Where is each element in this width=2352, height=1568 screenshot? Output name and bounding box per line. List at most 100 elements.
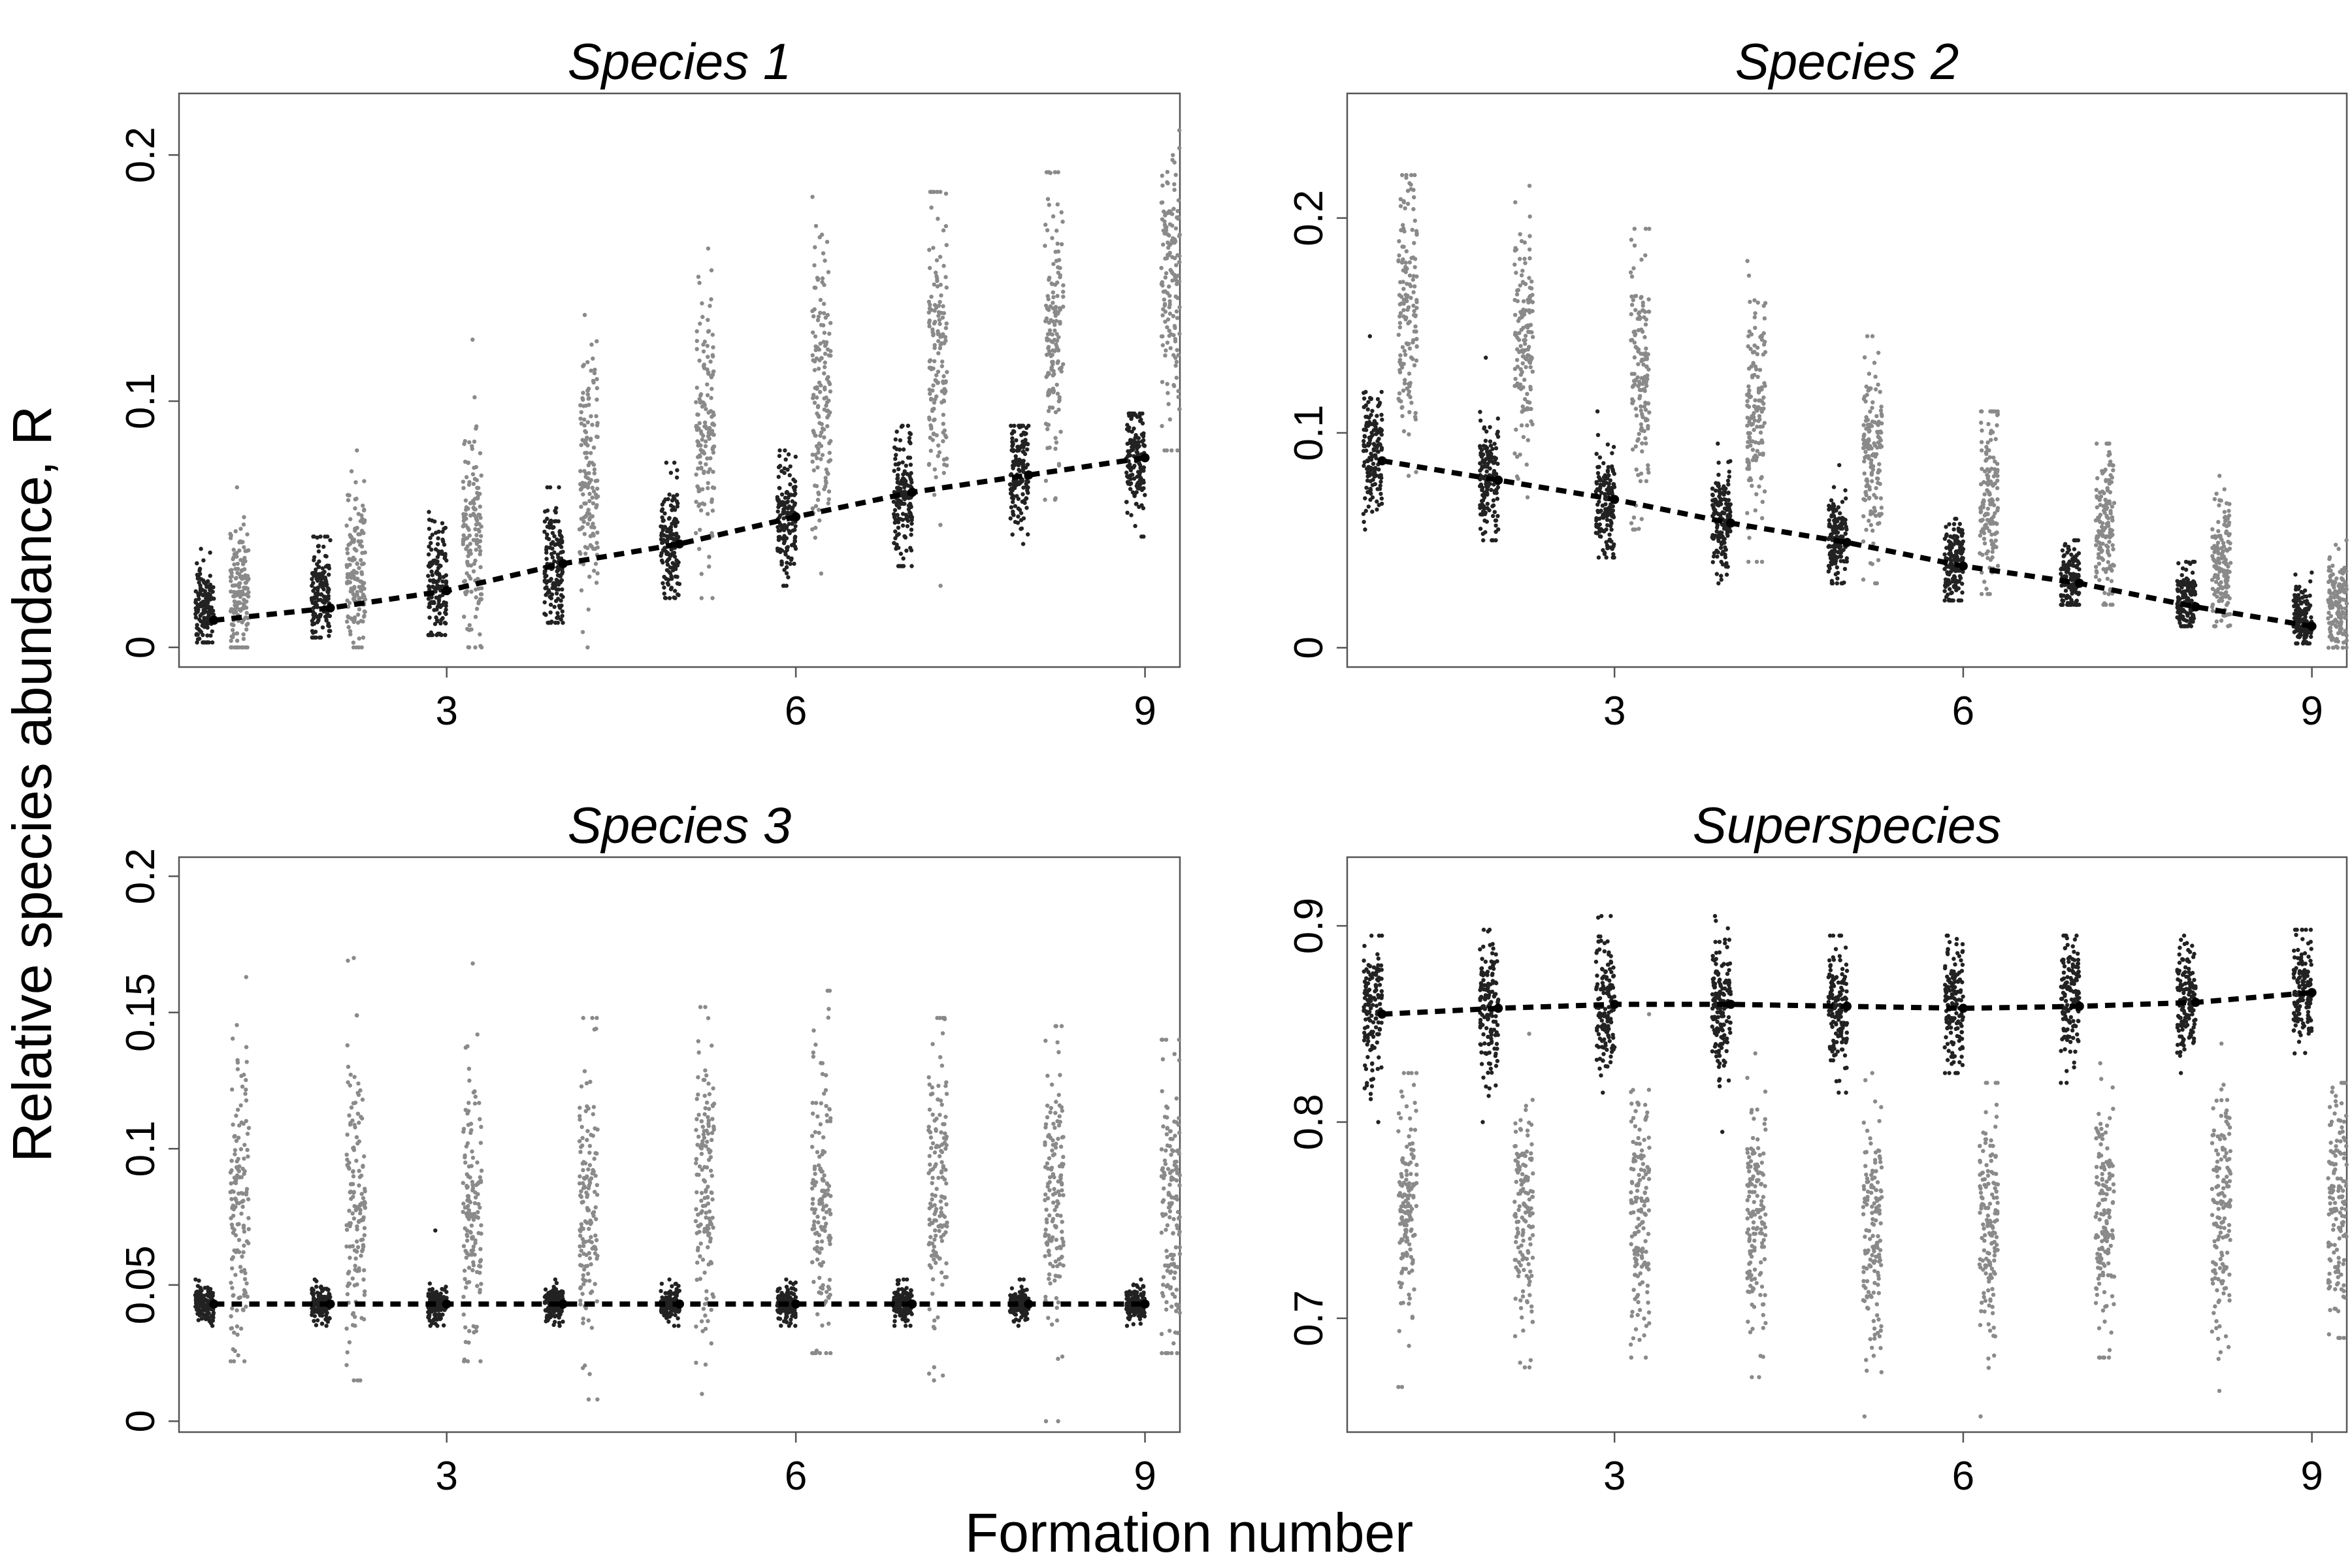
data-point bbox=[1485, 465, 1490, 469]
data-point bbox=[1527, 214, 1532, 219]
data-point bbox=[1988, 409, 1993, 414]
data-point bbox=[1637, 432, 1641, 436]
data-point bbox=[1718, 497, 1723, 501]
data-point bbox=[699, 572, 704, 576]
data-point bbox=[360, 517, 365, 521]
data-point bbox=[665, 538, 670, 542]
species-2-title: Species 2 bbox=[1735, 33, 1959, 90]
data-point bbox=[235, 570, 240, 576]
data-point bbox=[244, 599, 249, 604]
data-point bbox=[827, 450, 832, 455]
data-point bbox=[793, 454, 798, 459]
data-point bbox=[1943, 585, 1948, 589]
data-point bbox=[1960, 558, 1965, 563]
data-point bbox=[702, 401, 706, 406]
data-point bbox=[1844, 496, 1848, 501]
data-point bbox=[1365, 466, 1369, 471]
data-point bbox=[438, 564, 442, 568]
data-point bbox=[935, 278, 939, 284]
data-point bbox=[790, 521, 794, 526]
data-point bbox=[1526, 300, 1531, 305]
data-point bbox=[1646, 297, 1651, 302]
data-point bbox=[2060, 598, 2065, 603]
data-point bbox=[1049, 353, 1053, 359]
data-point bbox=[1876, 434, 1881, 439]
data-point bbox=[544, 550, 549, 555]
data-point bbox=[1166, 181, 1170, 186]
data-point bbox=[1399, 405, 1404, 410]
data-point bbox=[547, 546, 552, 550]
data-point bbox=[697, 453, 702, 458]
data-point bbox=[1413, 324, 1418, 329]
data-point bbox=[360, 583, 365, 588]
data-point bbox=[463, 592, 468, 596]
data-point bbox=[1727, 514, 1733, 519]
data-point bbox=[585, 392, 590, 397]
data-point bbox=[243, 549, 248, 553]
data-point bbox=[1167, 305, 1172, 310]
data-point bbox=[2071, 574, 2076, 580]
data-point bbox=[199, 630, 204, 634]
data-point bbox=[2187, 622, 2192, 627]
data-point bbox=[311, 581, 316, 585]
data-point bbox=[1608, 545, 1613, 550]
data-point bbox=[1053, 170, 1058, 174]
data-point bbox=[2061, 554, 2066, 559]
data-point bbox=[941, 412, 946, 417]
data-point bbox=[472, 439, 477, 444]
data-point bbox=[934, 433, 939, 438]
data-point bbox=[1362, 444, 1366, 448]
data-point bbox=[908, 546, 913, 550]
data-point bbox=[1374, 473, 1379, 478]
data-point bbox=[943, 223, 949, 229]
data-point bbox=[1724, 561, 1729, 566]
data-point bbox=[246, 578, 250, 582]
data-point bbox=[940, 316, 945, 320]
data-point bbox=[1522, 397, 1527, 402]
data-point bbox=[579, 504, 583, 509]
data-point bbox=[1487, 459, 1492, 463]
data-point bbox=[1631, 527, 1635, 532]
data-point bbox=[1727, 469, 1731, 474]
data-point bbox=[1412, 195, 1416, 200]
data-point bbox=[474, 606, 480, 612]
data-point bbox=[937, 450, 942, 455]
data-point bbox=[1132, 439, 1137, 444]
data-point bbox=[1160, 313, 1165, 318]
data-point bbox=[1985, 512, 1990, 517]
data-point bbox=[1055, 241, 1060, 246]
data-point bbox=[1759, 559, 1765, 564]
data-point bbox=[1367, 435, 1371, 440]
data-point bbox=[1878, 445, 1883, 449]
data-point bbox=[1480, 512, 1485, 517]
data-point bbox=[906, 496, 911, 500]
data-point bbox=[894, 429, 899, 434]
data-point bbox=[1756, 301, 1760, 305]
data-point bbox=[427, 615, 432, 620]
data-point bbox=[591, 356, 595, 361]
data-point bbox=[1175, 208, 1180, 214]
data-point bbox=[1833, 549, 1838, 553]
data-point bbox=[1403, 260, 1408, 265]
data-point bbox=[310, 598, 314, 603]
data-point bbox=[820, 276, 825, 281]
data-point bbox=[466, 563, 470, 568]
data-point bbox=[559, 545, 564, 549]
data-point bbox=[810, 527, 815, 532]
data-point bbox=[927, 248, 932, 252]
data-point bbox=[812, 263, 817, 268]
data-point bbox=[1607, 505, 1612, 510]
data-point bbox=[705, 393, 710, 398]
data-point bbox=[1602, 551, 1607, 557]
data-point bbox=[817, 414, 821, 419]
data-point bbox=[1376, 404, 1380, 408]
data-point bbox=[1644, 479, 1649, 483]
data-point bbox=[1752, 343, 1757, 348]
data-point bbox=[1399, 399, 1403, 404]
data-point bbox=[560, 613, 564, 618]
data-point bbox=[1948, 543, 1952, 547]
data-point bbox=[346, 542, 351, 547]
data-point bbox=[1161, 242, 1166, 247]
data-point bbox=[1485, 502, 1490, 506]
data-point bbox=[1140, 421, 1145, 426]
